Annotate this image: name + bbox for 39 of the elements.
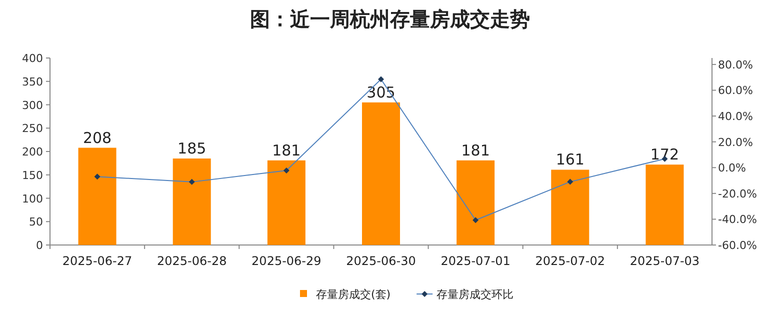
y-tick-label: 50 [29,216,43,229]
y2-tick-label: 40.0% [718,110,753,124]
x-tick-label: 2025-06-30 [346,254,416,268]
data-label: 161 [556,150,584,169]
bar [646,164,684,245]
x-tick-label: 2025-06-29 [252,254,322,268]
y-tick-label: 350 [22,75,43,88]
bar [78,148,116,245]
x-tick-label: 2025-07-01 [440,254,510,268]
bar [362,102,400,245]
y2-tick-label: 80.0% [718,58,753,72]
data-label: 181 [272,141,301,160]
y2-tick-label: -20.0% [718,187,757,200]
x-tick-label: 2025-07-03 [630,254,700,268]
data-label: 208 [82,128,112,147]
y-tick-label: 200 [22,146,43,158]
y-tick-label: 100 [22,192,43,206]
y2-tick-label: -40.0% [718,213,757,226]
x-tick-label: 2025-06-28 [156,254,227,268]
y-tick-label: 300 [22,98,43,112]
bar [456,160,495,245]
y-tick-label: 0 [36,239,43,252]
y-tick-label: 400 [22,52,43,65]
bar [267,160,306,245]
x-tick-label: 2025-07-02 [535,254,606,268]
legend-label: 存量房成交环比 [436,288,514,301]
y2-tick-label: 60.0% [718,84,753,98]
chart-title: 图：近一周杭州存量房成交走势 [250,7,530,31]
y2-tick-label: 0.0% [718,162,746,175]
bar [172,158,211,245]
y2-tick-label: 20.0% [718,136,753,149]
legend-label: 存量房成交(套) [316,288,391,301]
data-label: 181 [461,141,490,160]
x-tick-label: 2025-06-27 [62,254,132,268]
y-tick-label: 250 [22,122,43,136]
bar [551,170,590,245]
data-label: 185 [178,140,206,158]
y-tick-label: 150 [22,168,43,182]
y2-tick-label: -60.0% [718,239,757,252]
